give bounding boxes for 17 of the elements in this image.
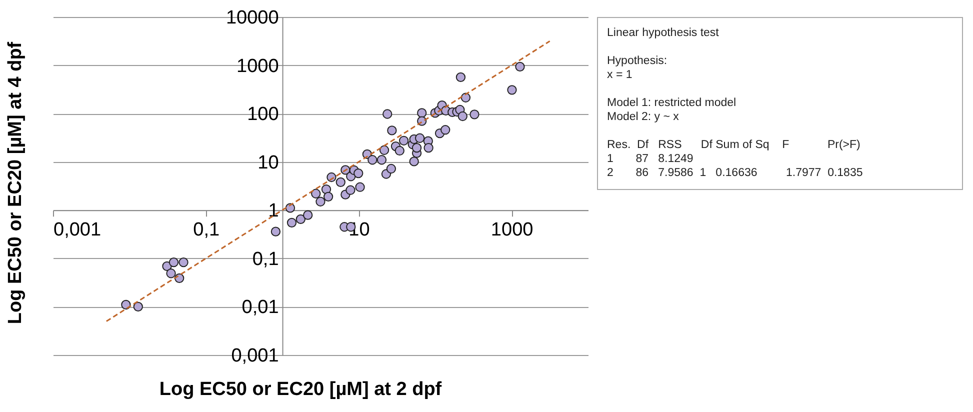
text: Linear hypothesis test (607, 27, 720, 39)
y-tick-label: 1000 (236, 56, 279, 77)
x-tick-label: 0,1 (193, 220, 220, 241)
y-tick-label: 0,01 (242, 297, 279, 318)
x-tick-label: 0,001 (54, 220, 102, 241)
y-tick-label: 0,1 (252, 248, 279, 270)
x-tick-label: 1000 (490, 220, 534, 241)
text: Model 1: restricted model Model 2: y ~ x (607, 97, 736, 123)
y-tick-label: 1 (268, 200, 279, 222)
text: Res. Df RSS Df Sum of Sq F Pr(>F) 1 87 8.1249 2 86 7.9586 1 0.16636 1.7977 0.1835 (607, 139, 863, 179)
y-tick-label: 10 (258, 152, 279, 174)
y-axis-title: Log EC50 or EC20 [µM] at 4 dpf (5, 41, 26, 324)
y-tick-label: 10000 (226, 8, 279, 28)
y-tick-label: 0,001 (231, 346, 279, 366)
text: Hypothesis: x = 1 (607, 55, 668, 81)
y-tick-label: 100 (247, 104, 279, 126)
x-axis-title: Log EC50 or EC20 [µM] at 2 dpf (159, 379, 442, 400)
